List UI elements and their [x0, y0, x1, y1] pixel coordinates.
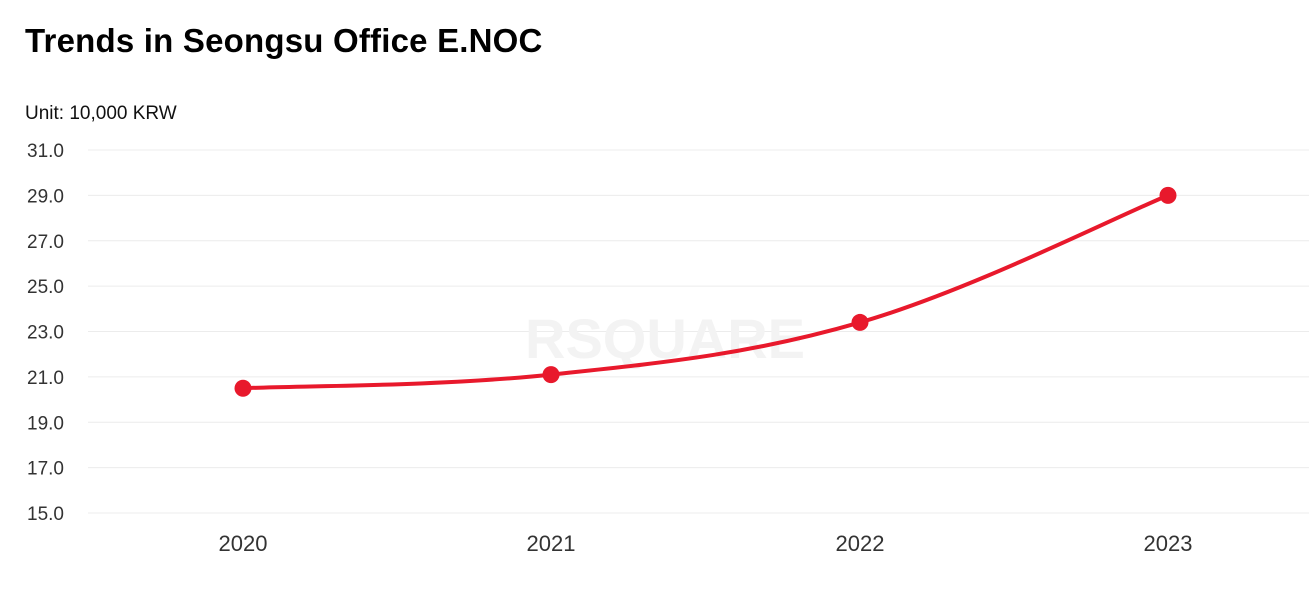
y-tick-label: 19.0	[27, 413, 64, 434]
watermark-logo: RSQUARE	[525, 307, 805, 370]
y-tick-label: 21.0	[27, 368, 64, 389]
y-tick-label: 31.0	[27, 141, 64, 162]
x-tick-label: 2023	[1144, 531, 1193, 556]
series-line	[241, 193, 1170, 391]
data-point	[542, 366, 560, 384]
x-axis-ticks: 2020 2021 2022 2023	[219, 531, 1193, 556]
y-tick-label: 15.0	[27, 504, 64, 525]
data-point	[851, 313, 869, 331]
unit-label: Unit: 10,000 KRW	[25, 103, 177, 124]
data-point	[234, 379, 252, 397]
x-tick-label: 2022	[836, 531, 885, 556]
x-tick-label: 2021	[527, 531, 576, 556]
y-tick-label: 17.0	[27, 459, 64, 480]
grid-lines	[88, 149, 1309, 514]
y-tick-label: 25.0	[27, 277, 64, 298]
series-layer	[234, 186, 1177, 397]
y-tick-label: 29.0	[27, 186, 64, 207]
y-tick-label: 27.0	[27, 232, 64, 253]
y-axis-ticks: 31.0 29.0 27.0 25.0 23.0 21.0 19.0 17.0 15.0	[27, 141, 64, 525]
x-tick-label: 2020	[219, 531, 268, 556]
data-point	[1159, 186, 1177, 204]
chart-title: Trends in Seongsu Office E.NOC	[25, 22, 543, 59]
y-tick-label: 23.0	[27, 323, 64, 344]
